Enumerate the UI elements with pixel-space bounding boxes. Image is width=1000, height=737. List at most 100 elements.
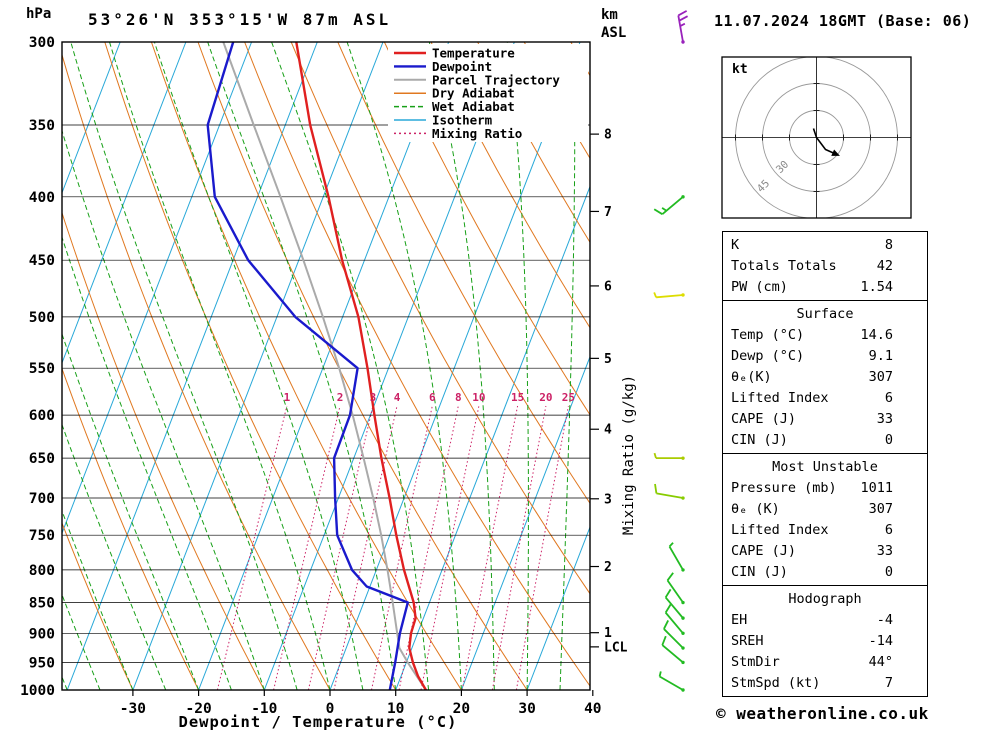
stat-row: CIN (J) 0 — [723, 429, 927, 450]
wind-barb-stem — [656, 492, 684, 499]
mixing-ratio-line — [371, 405, 433, 690]
km-tick-label: 3 — [604, 492, 612, 507]
stat-value: 42 — [876, 257, 893, 274]
dewpoint-curve — [206, 42, 409, 690]
stat-value: -4 — [876, 611, 893, 628]
stat-row: Dewp (°C) 9.1 — [723, 345, 927, 366]
stat-label: StmDir — [731, 653, 780, 670]
stat-label: CAPE (J) — [731, 410, 797, 427]
stat-label: θₑ(K) — [731, 368, 772, 385]
stat-value: 33 — [876, 542, 893, 559]
stat-value: 44° — [868, 653, 893, 670]
stats-panel: K 8 Totals Totals 42 PW (cm) 1.54 Surface Temp … — [722, 231, 928, 697]
wind-barb-feather — [677, 10, 688, 17]
mixing-ratio-line — [491, 405, 547, 690]
stat-row: θₑ(K) 307 — [723, 366, 927, 387]
stat-value: 307 — [868, 368, 893, 385]
legend-label: Parcel Trajectory — [432, 72, 560, 87]
wind-barb — [663, 620, 685, 650]
pressure-tick-label: 350 — [29, 118, 55, 134]
stat-value: -14 — [868, 632, 893, 649]
wind-barb — [677, 10, 689, 44]
wind-barb-half-feather — [658, 671, 662, 677]
stat-value: 0 — [884, 563, 893, 580]
stat-row: Temp (°C) 14.6 — [723, 324, 927, 345]
km-asl-label: km ASL — [601, 7, 627, 41]
dry-adiabat — [62, 521, 134, 690]
pressure-tick-label: 800 — [29, 563, 55, 579]
wind-barb — [661, 635, 685, 665]
stat-row: StmSpd (kt) 7 — [723, 672, 927, 693]
stat-label: SREH — [731, 632, 764, 649]
wind-barb-half-feather — [653, 452, 657, 459]
hodograph-arrow — [831, 149, 840, 156]
stat-label: K — [731, 236, 740, 253]
legend-label: Isotherm — [432, 113, 493, 128]
plot-area — [0, 42, 590, 690]
wind-barb-half-feather — [668, 542, 674, 548]
wind-barb-stem — [663, 628, 684, 649]
wind-barb-feather — [664, 604, 672, 614]
stat-value: 7 — [884, 674, 893, 691]
isotherm — [526, 525, 590, 690]
stat-value: 8 — [884, 236, 893, 253]
plot-border — [61, 41, 591, 691]
pressure-tick-label: 650 — [29, 451, 55, 467]
mixing-ratio-line — [216, 405, 288, 690]
mixing-ratio-label: 1 — [284, 391, 291, 404]
stat-label: CIN (J) — [731, 431, 788, 448]
stat-row: SREH -14 — [723, 630, 927, 651]
stat-label: Dewp (°C) — [731, 347, 805, 364]
wind-barb-feather — [666, 572, 674, 581]
wind-barb-feather — [678, 15, 689, 22]
legend-label: Wet Adiabat — [432, 99, 515, 114]
wind-barb-stem — [661, 644, 684, 664]
stat-row: CIN (J) 0 — [723, 561, 927, 582]
lcl-label: LCL — [604, 640, 628, 655]
stat-value: 6 — [884, 389, 893, 406]
mixing-ratio-axis-label: Mixing Ratio (g/kg) — [621, 375, 637, 535]
mixing-ratio-line — [420, 405, 480, 690]
wind-barb-stem — [664, 596, 684, 619]
wind-barb-feather — [653, 208, 663, 215]
wind-barb-stem — [656, 294, 684, 299]
isotherm — [62, 42, 121, 195]
stat-label: CAPE (J) — [731, 542, 797, 559]
stat-label: θₑ (K) — [731, 500, 780, 517]
legend-label: Temperature — [432, 46, 515, 61]
stats-section-most-unstable: Most Unstable Pressure (mb) 1011 θₑ (K) 307 L… — [722, 454, 928, 586]
km-tick-label: 8 — [604, 128, 612, 143]
stats-section-title: Surface — [796, 305, 854, 322]
wind-barb — [666, 572, 685, 605]
stats-section-title: Hodograph — [788, 590, 862, 607]
km-tick-label: 2 — [604, 560, 612, 575]
temp-tick-label: 0 — [326, 701, 335, 717]
pressure-tick-label: 950 — [29, 655, 55, 671]
stat-label: Lifted Index — [731, 521, 829, 538]
temp-tick-label: -10 — [251, 701, 277, 717]
wind-barb-stem — [666, 579, 684, 604]
stats-section-surface: Surface Temp (°C) 14.6 Dewp (°C) 9.1 θₑ(K) 307… — [722, 301, 928, 454]
mixing-ratio-label: 4 — [394, 391, 401, 404]
stat-row: Lifted Index 6 — [723, 387, 927, 408]
pressure-tick-label: 600 — [29, 408, 55, 424]
pressure-tick-label: 850 — [29, 596, 55, 612]
isotherm — [329, 42, 581, 690]
wind-barb-feather — [661, 635, 667, 646]
pressure-tick-label: 900 — [29, 626, 55, 642]
stat-value: 14.6 — [860, 326, 893, 343]
wet-adiabat — [0, 42, 1, 690]
stat-row: CAPE (J) 33 — [723, 408, 927, 429]
stats-section-indices: K 8 Totals Totals 42 PW (cm) 1.54 — [722, 231, 928, 301]
pressure-tick-label: 500 — [29, 310, 55, 326]
datetime-title: 11.07.2024 18GMT (Base: 06) — [714, 12, 972, 30]
temp-tick-label: -20 — [185, 701, 211, 717]
stat-row: Totals Totals 42 — [723, 255, 927, 276]
hodograph-trace — [812, 128, 835, 155]
pressure-tick-label: 700 — [29, 491, 55, 507]
hodograph-unit-label: kt — [732, 62, 748, 77]
